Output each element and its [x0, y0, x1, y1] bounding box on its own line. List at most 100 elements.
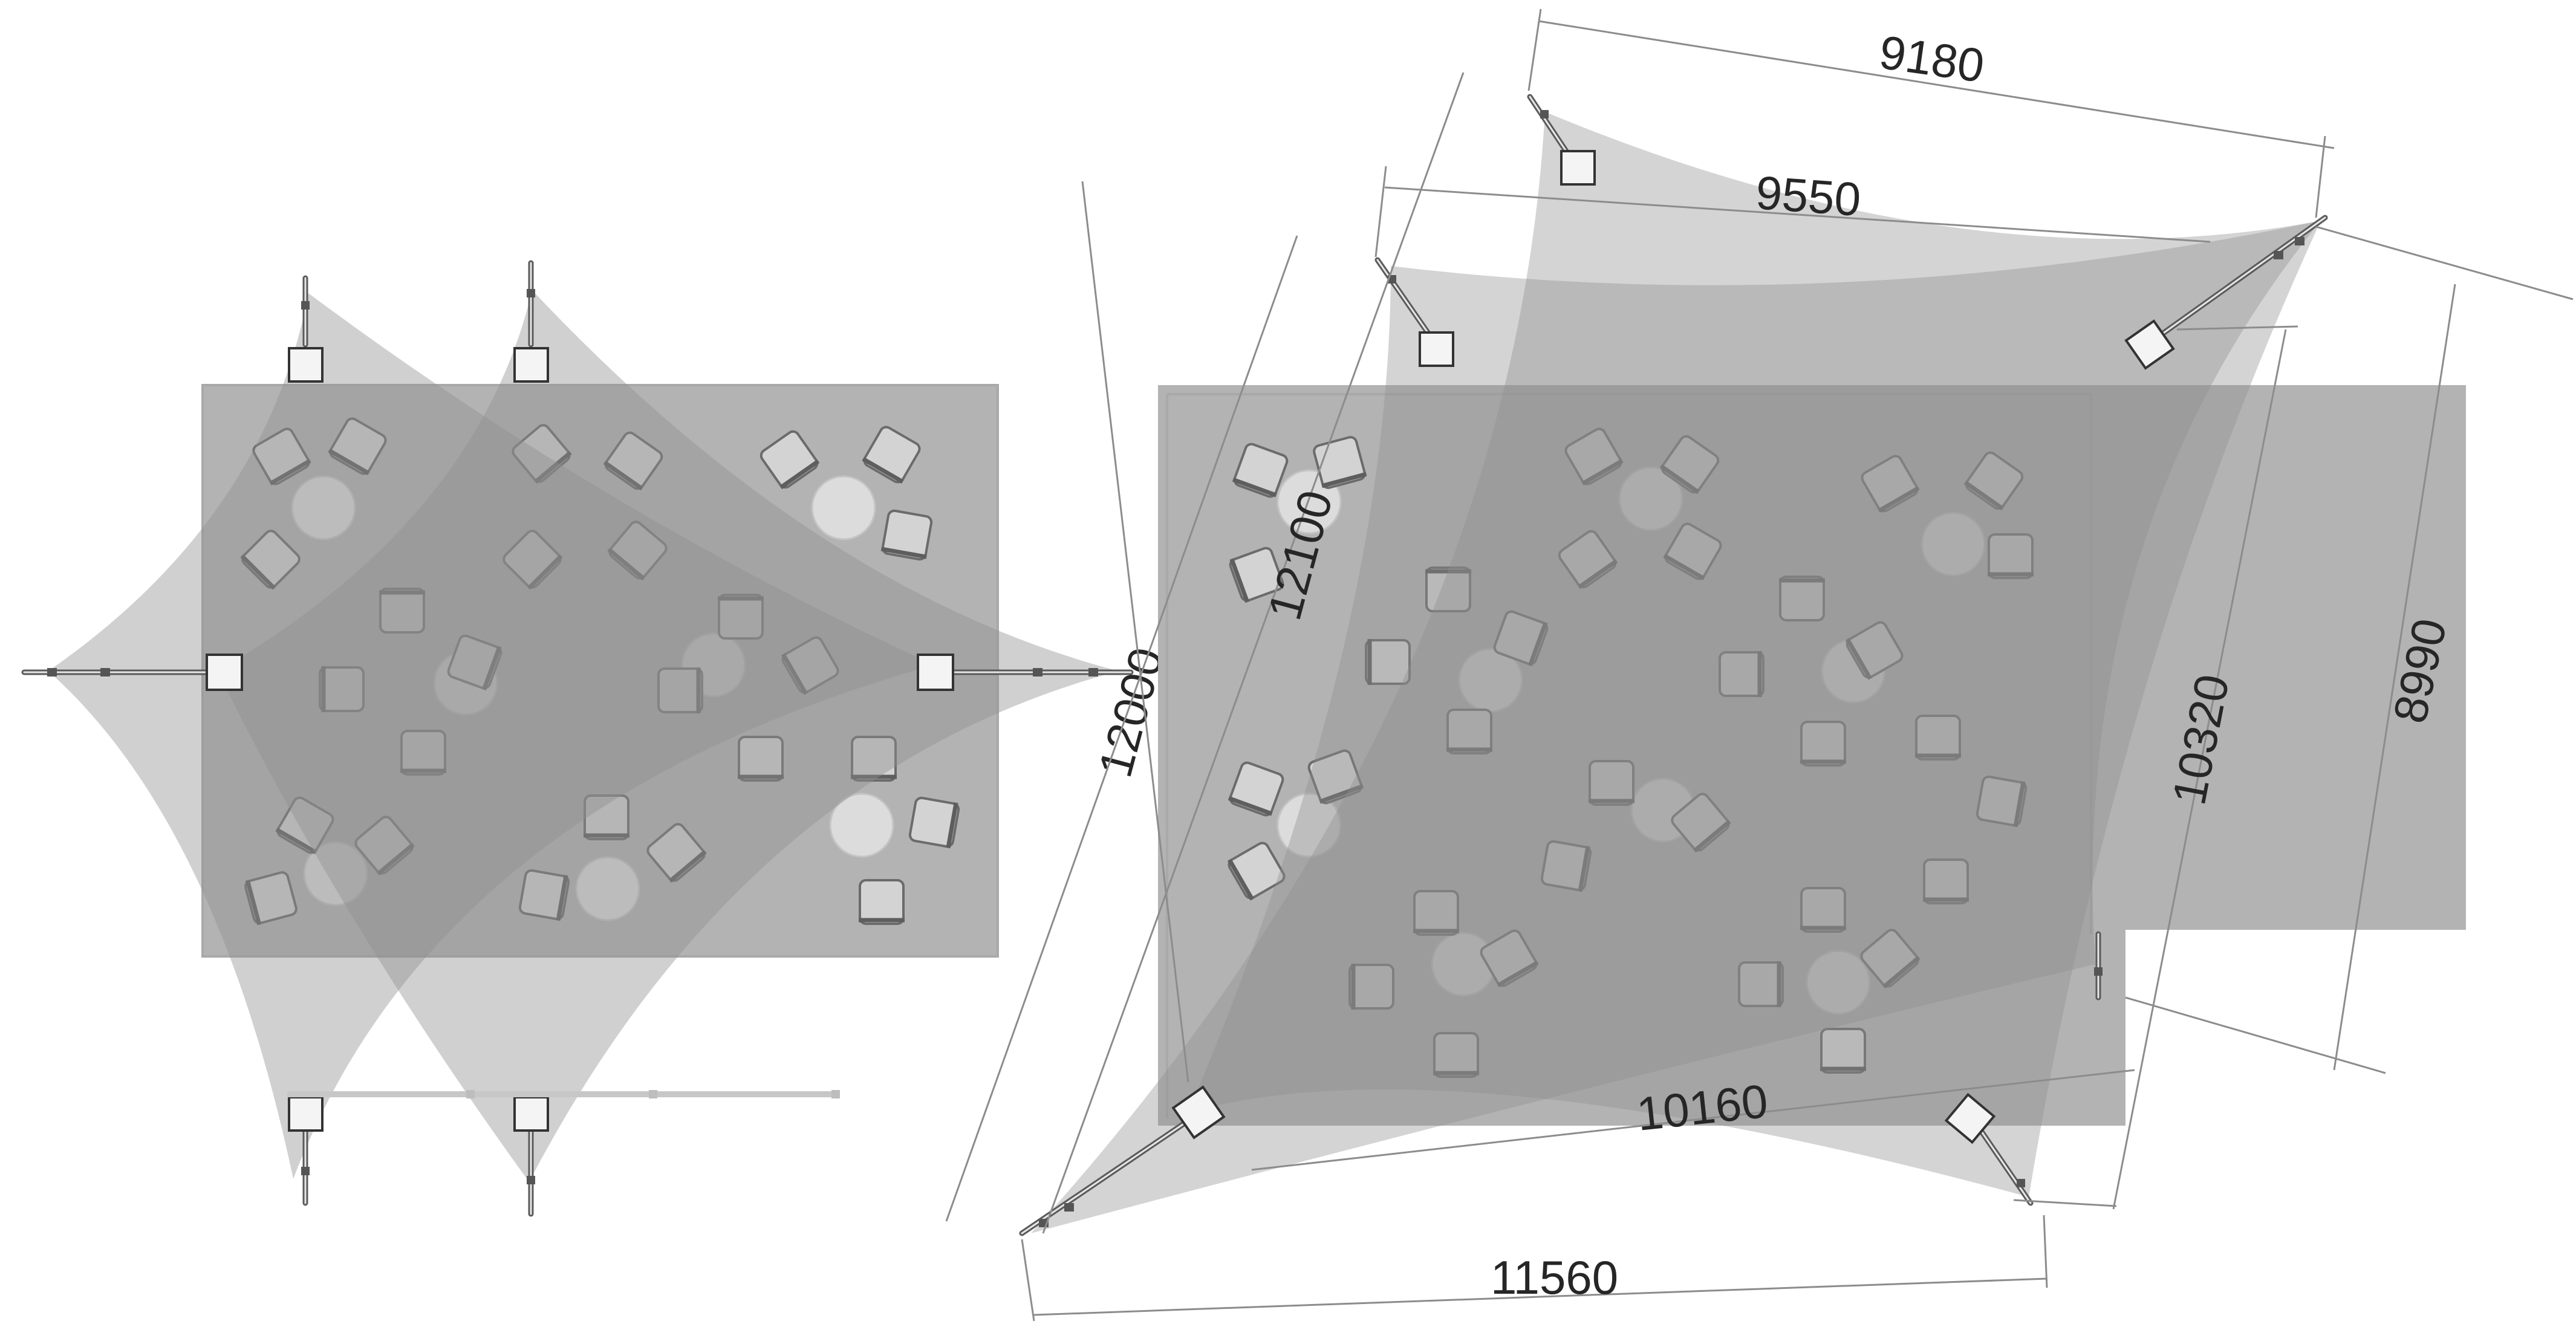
- base-plate: [513, 347, 549, 383]
- table: [811, 475, 876, 540]
- chair: [447, 634, 503, 691]
- chair: [518, 869, 570, 921]
- left-mast-bottom-2: [513, 1096, 549, 1217]
- mast-fitting: [2295, 237, 2304, 245]
- right-sail-1: [1031, 112, 2321, 1233]
- chair: [1564, 427, 1624, 486]
- mast-fitting: [2017, 1179, 2025, 1187]
- right-mast-top-2: [1374, 257, 1454, 367]
- chair: [1433, 1032, 1479, 1078]
- mast-fitting: [47, 668, 57, 676]
- chair: [319, 666, 365, 712]
- chair: [354, 816, 415, 876]
- base-plate: [1419, 331, 1454, 367]
- mast-fitting: [100, 668, 110, 676]
- chair: [1663, 522, 1722, 581]
- chair: [1229, 547, 1284, 603]
- chair: [1659, 435, 1720, 495]
- chair: [1540, 840, 1592, 892]
- mast-fitting: [1033, 668, 1042, 676]
- chair: [607, 521, 668, 581]
- table: [575, 856, 640, 921]
- chair: [1413, 890, 1459, 936]
- chair: [862, 426, 921, 484]
- chair: [1425, 566, 1471, 612]
- table: [1806, 950, 1871, 1015]
- left-tables: [291, 475, 894, 921]
- left-mast-top-1: [288, 275, 324, 383]
- chair: [1493, 610, 1549, 667]
- chair: [512, 424, 572, 484]
- mast-fitting: [2274, 251, 2283, 259]
- chair: [1738, 961, 1784, 1007]
- chair: [1963, 451, 2024, 511]
- mast-fitting: [2094, 967, 2103, 976]
- right-mast-top-1: [1527, 94, 1596, 186]
- base-plate: [917, 654, 954, 691]
- chair: [503, 530, 563, 590]
- chair: [1923, 858, 1969, 904]
- chair: [1719, 651, 1764, 697]
- chair: [1779, 576, 1825, 621]
- chair: [1976, 775, 2028, 828]
- left-sail-1: [48, 293, 934, 1179]
- right-mast-bottom-right: [1944, 1092, 2034, 1206]
- chair: [1307, 749, 1364, 805]
- base-plate: [206, 654, 243, 691]
- chair: [1800, 721, 1846, 767]
- base-plate: [2124, 319, 2175, 370]
- base-plate: [288, 1096, 324, 1132]
- right-sail-2: [1188, 221, 2321, 1197]
- table: [303, 841, 368, 906]
- right-plan: 9180 9550 12100 10320 8990 10160 11560: [945, 8, 2574, 1322]
- chair: [1480, 929, 1539, 988]
- right-tables: [1277, 466, 1986, 1015]
- mast-fitting: [1088, 668, 1098, 676]
- chair: [781, 636, 839, 695]
- chair: [718, 594, 764, 640]
- left-mast-left: [21, 654, 243, 691]
- chair: [1365, 639, 1411, 685]
- chair: [244, 871, 298, 926]
- chair: [1348, 964, 1394, 1010]
- mast-fitting: [301, 301, 310, 310]
- chair: [759, 430, 820, 490]
- table: [1618, 466, 1683, 531]
- left-mast-top-2: [513, 260, 549, 383]
- mast-fitting: [1540, 110, 1549, 118]
- chair: [275, 796, 334, 855]
- mast-fitting: [527, 289, 535, 297]
- chair: [1861, 455, 1920, 513]
- chair: [880, 509, 933, 561]
- right-chairs: [1227, 427, 2034, 1078]
- base-plate: [1171, 1085, 1226, 1140]
- base-plate: [1560, 150, 1596, 186]
- chair: [1860, 929, 1921, 989]
- left-mast-right: [917, 654, 1134, 691]
- right-mast-top-right: [2124, 215, 2328, 370]
- chair: [252, 427, 311, 486]
- chair: [584, 794, 629, 840]
- left-sail-2: [218, 290, 1119, 1182]
- left-plan: 12000: [21, 260, 1174, 1217]
- chair: [859, 879, 905, 925]
- chair: [1228, 761, 1284, 817]
- chair: [908, 796, 960, 849]
- right-floor-edge: [1166, 393, 2092, 1118]
- right-dimension-lines: [945, 8, 2574, 1322]
- left-chairs: [240, 417, 960, 926]
- base-plate: [288, 347, 324, 383]
- chair: [240, 530, 301, 590]
- chair: [1988, 533, 2034, 579]
- table: [1921, 511, 1986, 577]
- chair: [646, 823, 707, 883]
- left-tie-rail: [287, 1090, 840, 1098]
- chair: [379, 588, 425, 634]
- chair: [1671, 793, 1731, 853]
- chair: [603, 431, 663, 491]
- chair: [1589, 760, 1634, 806]
- chair: [1232, 443, 1289, 498]
- mast-fitting: [1064, 1203, 1074, 1212]
- dim-right-9180: 9180: [1876, 25, 1988, 92]
- chair: [1820, 1028, 1866, 1074]
